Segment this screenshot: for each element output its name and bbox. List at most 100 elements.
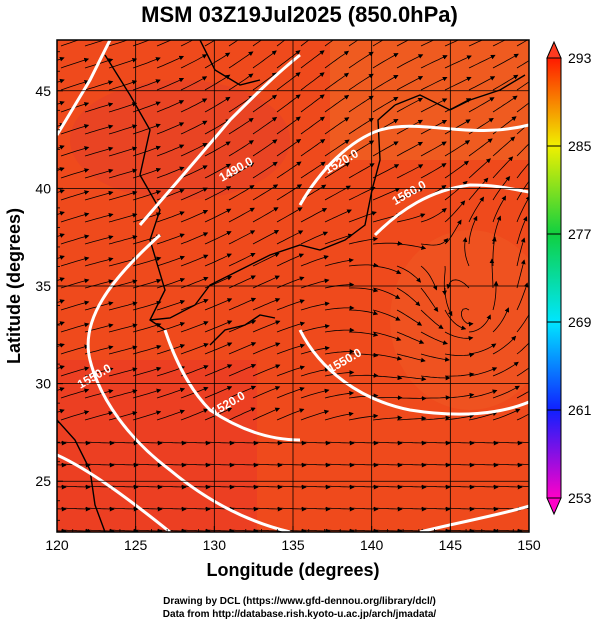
streamline	[372, 415, 403, 421]
streamline	[57, 145, 65, 150]
russia-coast	[199, 40, 261, 86]
streamline	[204, 40, 216, 47]
streamline	[492, 462, 523, 468]
streamline	[420, 163, 447, 179]
streamline	[252, 506, 283, 512]
streamline	[156, 409, 185, 421]
streamline	[372, 506, 403, 512]
streamline	[132, 366, 162, 377]
streamline	[420, 76, 448, 91]
streamline	[324, 72, 350, 91]
streamline	[228, 117, 254, 135]
streamline	[60, 256, 90, 267]
streamline	[204, 141, 231, 157]
streamline	[444, 76, 472, 91]
streamline	[108, 506, 139, 512]
streamline	[180, 232, 209, 245]
streamline	[396, 213, 426, 223]
streamline	[204, 119, 231, 135]
streamline	[132, 344, 162, 355]
streamline	[324, 327, 355, 333]
streamline	[348, 40, 359, 47]
streamline	[516, 441, 529, 443]
streamline	[516, 216, 528, 245]
streamline	[156, 100, 185, 113]
korea-china-coast	[104, 54, 166, 331]
streamline	[468, 389, 498, 399]
streamline	[108, 345, 138, 355]
streamline	[84, 440, 115, 446]
streamline	[132, 484, 163, 490]
streamline	[468, 411, 498, 421]
streamline	[492, 307, 510, 333]
contour-line-6	[163, 329, 301, 442]
streamline	[468, 215, 478, 245]
streamline	[108, 301, 138, 311]
streamline	[348, 163, 375, 179]
streamline	[348, 484, 379, 490]
streamline	[252, 40, 262, 47]
streamline	[420, 208, 447, 223]
streamline	[516, 282, 529, 311]
streamline	[252, 184, 279, 201]
streamline	[276, 408, 305, 421]
streamline	[516, 485, 529, 487]
streamline	[204, 74, 231, 91]
streamline	[372, 440, 403, 446]
hokkaido-coast	[394, 74, 526, 111]
footer-credit-data: Data from http://database.rish.kyoto-u.a…	[162, 609, 437, 620]
streamline	[420, 440, 451, 446]
streamline	[324, 50, 350, 69]
streamline	[252, 230, 280, 245]
streamline	[516, 195, 529, 223]
streamline	[372, 353, 403, 361]
streamline	[276, 116, 301, 135]
streamline	[228, 51, 254, 69]
streamline	[228, 440, 259, 446]
streamline	[420, 287, 439, 313]
streamline	[372, 53, 399, 69]
streamline	[444, 440, 475, 446]
streamline	[300, 40, 310, 47]
streamline	[276, 94, 301, 113]
streamline	[300, 528, 331, 532]
contour-line-3	[298, 123, 529, 206]
streamline	[396, 440, 427, 446]
streamline	[516, 463, 529, 465]
streamline	[60, 190, 90, 201]
streamline	[252, 161, 278, 179]
streamline	[204, 208, 232, 223]
streamline	[348, 440, 379, 446]
streamline	[372, 96, 399, 113]
map-title: MSM 03Z19Jul2025 (850.0hPa)	[141, 2, 458, 27]
x-axis: 120 125 130 135 140 145 150	[45, 526, 541, 553]
colorbar-tick-label: 261	[568, 402, 592, 418]
streamline	[132, 278, 162, 289]
streamline	[156, 300, 186, 311]
streamline	[444, 506, 475, 512]
streamline	[462, 237, 470, 267]
streamline	[516, 307, 529, 333]
streamline	[132, 101, 161, 113]
streamline	[57, 462, 67, 468]
streamline	[108, 389, 138, 399]
streamline	[420, 98, 448, 113]
streamline	[60, 168, 90, 179]
contour-line-7	[298, 329, 529, 416]
streamline	[108, 484, 139, 490]
streamline	[300, 94, 325, 113]
streamline	[396, 353, 426, 363]
streamline	[108, 168, 138, 179]
streamline	[276, 299, 305, 311]
streamline	[444, 287, 453, 317]
streamline	[348, 506, 379, 512]
streamline	[84, 411, 114, 421]
streamline	[60, 40, 90, 47]
streamline	[468, 158, 492, 179]
x-tick-label: 135	[281, 537, 305, 553]
streamline	[228, 462, 259, 468]
streamline	[204, 96, 231, 113]
streamline	[156, 255, 185, 267]
streamline	[84, 168, 114, 179]
